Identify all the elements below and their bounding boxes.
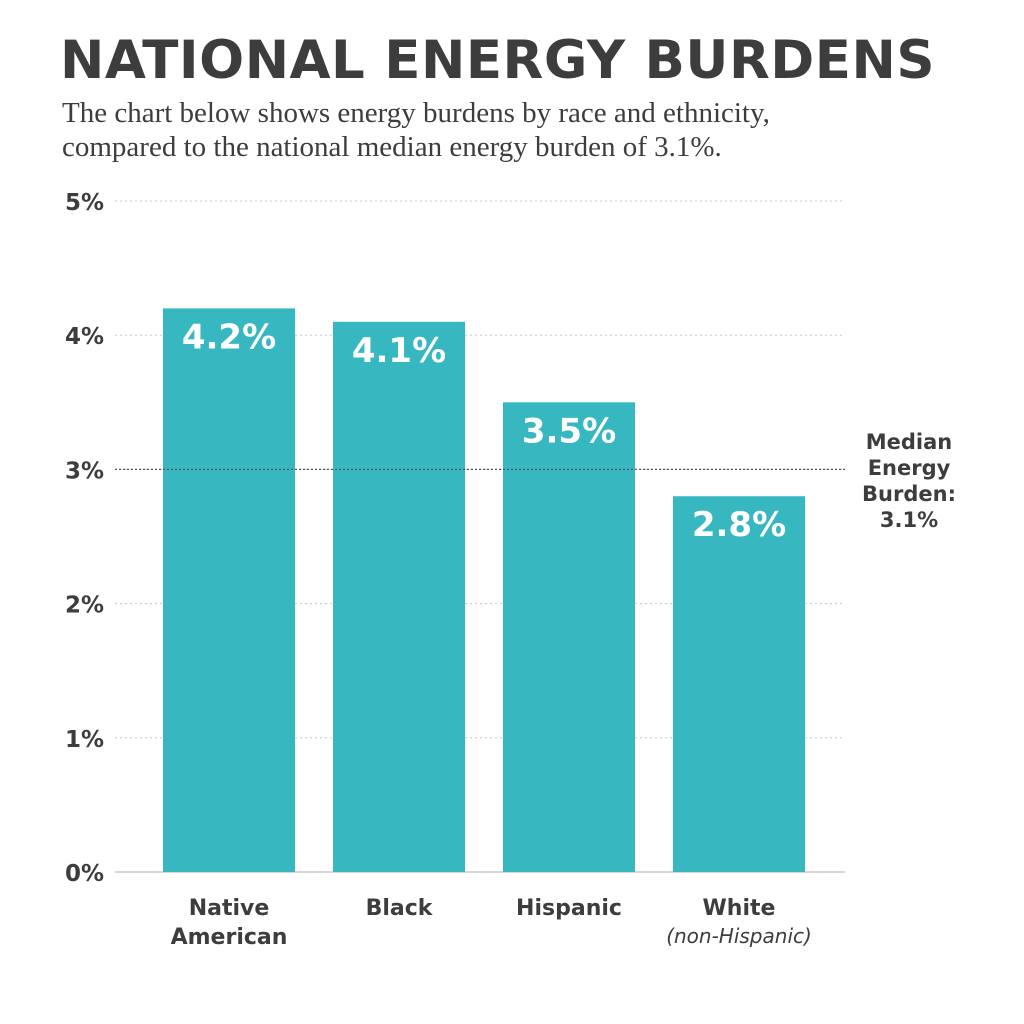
median-reference-label: Burden: <box>862 482 956 506</box>
bar <box>503 402 635 872</box>
bar-value-label: 3.5% <box>522 411 616 451</box>
y-tick-label: 5% <box>65 190 104 216</box>
x-category-label: Black <box>366 896 434 921</box>
bar-value-label: 2.8% <box>692 505 786 545</box>
page-title: NATIONAL ENERGY BURDENS <box>60 30 936 91</box>
y-tick-label: 2% <box>65 593 104 619</box>
bar <box>333 321 465 872</box>
y-tick-label: 4% <box>65 324 104 350</box>
x-category-sublabel: (non-Hispanic) <box>666 924 812 948</box>
x-category-label: American <box>171 925 288 950</box>
bar <box>673 496 805 872</box>
y-tick-label: 0% <box>65 861 104 887</box>
bar <box>163 308 295 872</box>
page-subtitle: The chart below shows energy burdens by … <box>62 96 962 164</box>
median-reference-label: Energy <box>868 456 951 480</box>
x-category-label: White <box>703 896 776 921</box>
y-tick-label: 3% <box>65 458 104 484</box>
x-category-label: Hispanic <box>516 896 622 921</box>
x-category-label: Native <box>189 896 270 921</box>
subtitle-line-2: compared to the national median energy b… <box>62 131 722 163</box>
subtitle-line-1: The chart below shows energy burdens by … <box>62 97 770 129</box>
median-reference-label: 3.1% <box>880 508 938 532</box>
median-reference-label: Median <box>866 430 953 454</box>
y-tick-label: 1% <box>65 727 104 753</box>
bar-value-label: 4.2% <box>182 317 276 357</box>
bar-value-label: 4.1% <box>352 331 446 371</box>
